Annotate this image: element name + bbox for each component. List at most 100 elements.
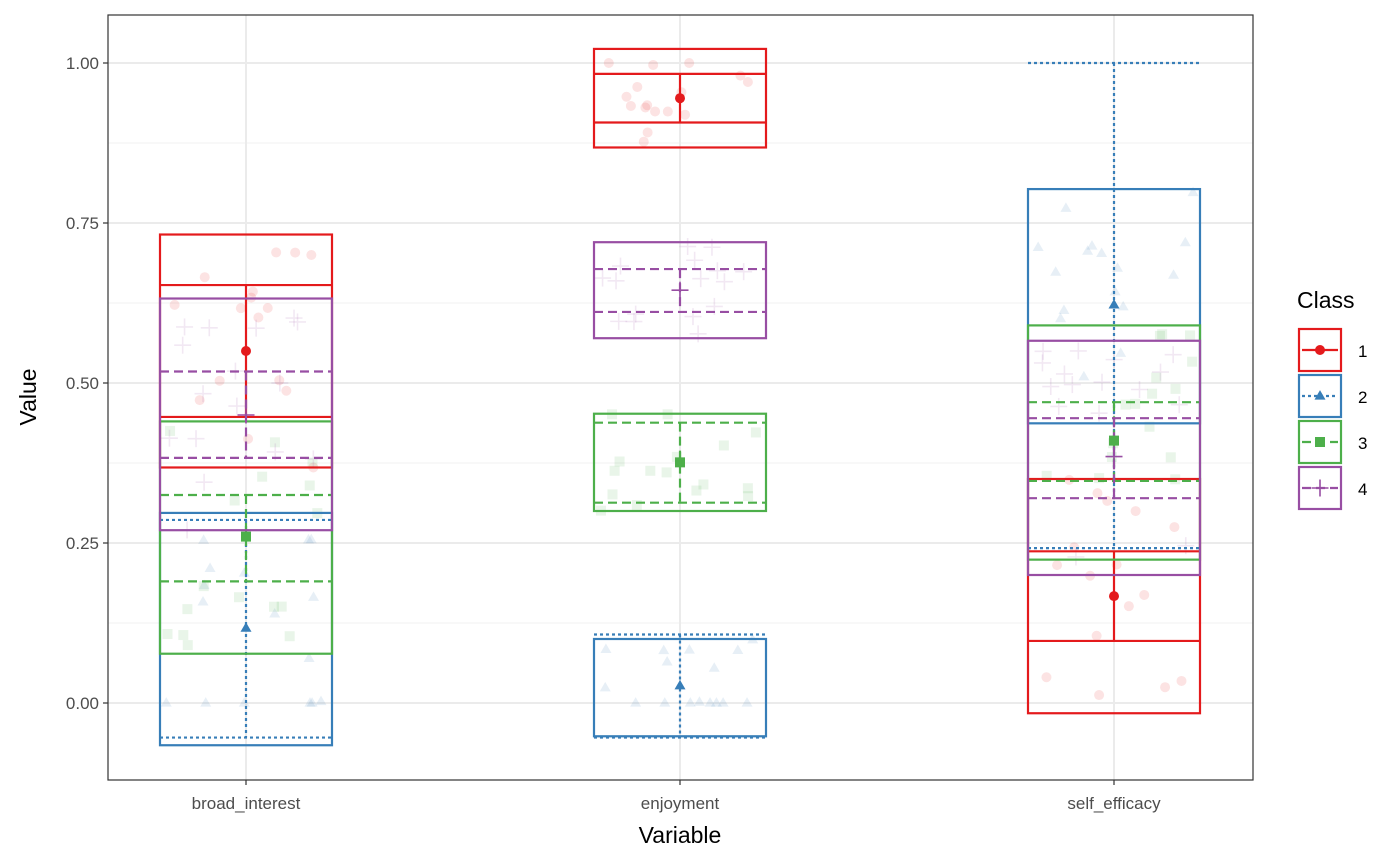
jitter-point [235, 303, 246, 314]
marker-circle [1176, 675, 1187, 686]
jitter-point [1042, 378, 1060, 396]
marker-circle [243, 433, 254, 444]
jitter-point [1033, 354, 1051, 372]
jitter-point [1144, 421, 1155, 432]
marker-square [698, 479, 709, 490]
y-tick-label: 0.00 [66, 694, 99, 713]
marker-triangle [160, 697, 172, 707]
jitter-point [276, 601, 287, 612]
mean-markers [237, 93, 1123, 690]
jitter-point [247, 319, 265, 337]
jitter-point [1058, 304, 1070, 315]
marker-circle [1160, 682, 1171, 693]
jitter-point [743, 491, 754, 502]
legend-item-1: 1 [1297, 327, 1367, 373]
jitter-point [176, 318, 194, 336]
legend-label-3: 3 [1358, 434, 1367, 453]
marker-triangle [659, 697, 671, 707]
jitter-point [627, 305, 645, 323]
marker-square [198, 581, 209, 592]
marker-triangle [204, 562, 216, 573]
marker-square [182, 640, 193, 651]
jitter-point [638, 136, 649, 147]
jitter-point [691, 485, 702, 496]
jitter-point [229, 495, 240, 506]
jitter-point [194, 385, 212, 403]
y-axis: 0.00 0.25 0.50 0.75 1.00 [66, 54, 108, 713]
marker-circle [290, 247, 301, 258]
jitter-point [269, 608, 281, 618]
jitter-point [650, 106, 661, 117]
marker-triangle [308, 591, 320, 601]
jitter-point [1157, 329, 1168, 340]
jitter-point [684, 58, 695, 68]
jitter-point [1151, 363, 1169, 381]
jitter-point [198, 579, 210, 590]
jitter-point [1050, 266, 1062, 276]
marker-circle [1130, 506, 1141, 517]
marker-triangle [305, 533, 317, 544]
jitter-point [274, 375, 285, 386]
marker-circle [1123, 601, 1134, 612]
jitter-point [271, 247, 282, 258]
jitter-point [271, 374, 289, 392]
jitter-point [742, 76, 753, 87]
marker-circle [742, 76, 753, 87]
outer-box [1026, 339, 1202, 577]
mean-marker-class-2-enjoyment [674, 679, 686, 690]
marker-square [661, 467, 672, 478]
marker-circle [1109, 591, 1119, 602]
jitter-point [199, 272, 210, 283]
jitter-point [1109, 285, 1121, 296]
jitter-point [1187, 356, 1198, 367]
jitter-point [698, 479, 709, 490]
mean-marker-class-3-enjoyment [675, 457, 685, 468]
jitter-point [1069, 342, 1087, 360]
jitter-point [182, 640, 193, 651]
marker-square [276, 601, 287, 612]
y-tick-label: 1.00 [66, 54, 99, 73]
marker-square [609, 465, 620, 476]
marker-triangle [599, 681, 611, 692]
jitter-point [1179, 236, 1191, 247]
marker-square [1315, 437, 1325, 447]
marker-triangle [1096, 247, 1108, 258]
jitter-point [662, 106, 673, 117]
marker-square [268, 601, 279, 612]
jitter-point [1092, 488, 1103, 499]
marker-triangle [674, 679, 686, 690]
marker-triangle [1055, 312, 1067, 323]
marker-circle [1169, 522, 1180, 533]
marker-triangle [1078, 370, 1090, 381]
jitter-point [302, 533, 314, 544]
marker-triangle [1032, 241, 1044, 252]
mean-marker-class-4-enjoyment [671, 281, 689, 299]
mean-marker-class-2-self_efficacy [1108, 299, 1120, 309]
marker-circle [247, 286, 258, 297]
marker-triangle [306, 697, 318, 707]
marker-circle [632, 81, 643, 92]
jitter-point [1120, 399, 1131, 410]
marker-square [1187, 356, 1198, 367]
marker-circle [281, 385, 292, 396]
jitter-point [610, 312, 628, 330]
marker-triangle [1168, 269, 1180, 279]
x-tick-label-broad_interest: broad_interest [192, 794, 301, 813]
marker-square [241, 531, 251, 542]
marker-triangle [240, 622, 252, 632]
jitter-point [1096, 247, 1108, 258]
marker-triangle [1115, 347, 1127, 357]
jitter-point [315, 695, 327, 706]
marker-triangle [303, 652, 315, 662]
jitter-point [198, 581, 209, 592]
jitter-point [308, 591, 320, 601]
marker-square [307, 457, 318, 468]
marker-square [257, 471, 268, 482]
marker-triangle [717, 697, 729, 707]
jitter-point [630, 697, 642, 707]
mean-marker-class-1-self_efficacy [1109, 591, 1119, 602]
jitter-point [200, 697, 212, 707]
marker-triangle [658, 644, 670, 655]
marker-square [614, 456, 625, 467]
jitter-point [1094, 690, 1105, 701]
